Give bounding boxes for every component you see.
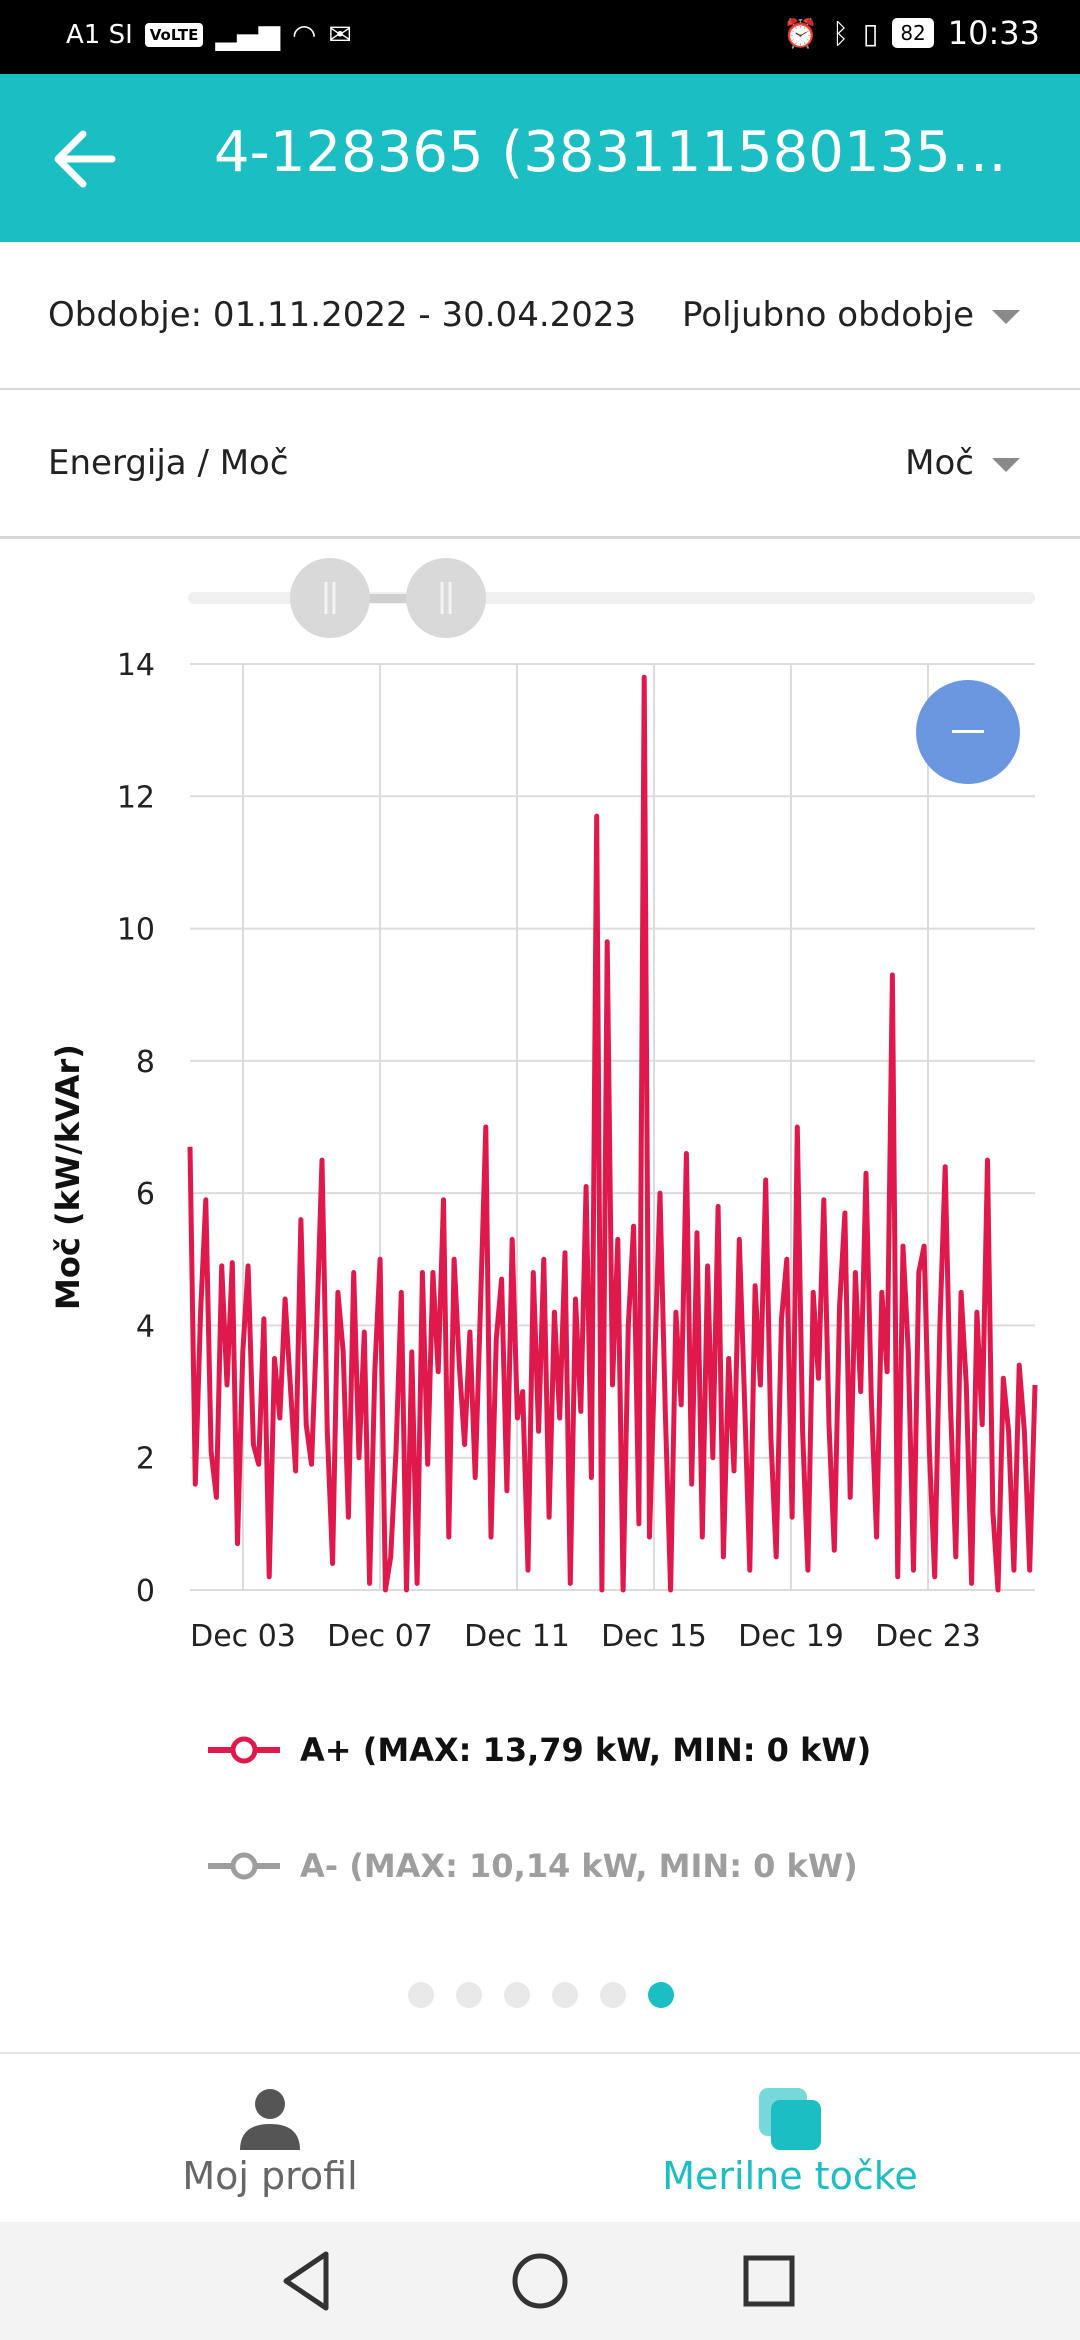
- y-tick-label: 8: [136, 1045, 155, 1080]
- back-triangle-icon[interactable]: [270, 2244, 344, 2318]
- volte-badge: VoLTE: [144, 22, 204, 47]
- alarm-icon: ⏰: [783, 16, 819, 50]
- x-tick-label: Dec 19: [738, 1619, 844, 1654]
- mode-select-value: Moč: [905, 443, 974, 483]
- status-left: A1 SI VoLTE ▂▄▆ ◠ ✉: [66, 18, 352, 51]
- y-tick-label: 2: [136, 1442, 155, 1477]
- period-select-value: Poljubno obdobje: [682, 295, 974, 335]
- clock: 10:33: [947, 14, 1040, 52]
- legend-item-a-minus[interactable]: A- (MAX: 10,14 kW, MIN: 0 kW): [208, 1846, 858, 1886]
- series-line-a-plus: [187, 674, 1038, 1593]
- bottom-nav: Moj profil Merilne točke: [0, 2052, 1080, 2224]
- home-circle-icon[interactable]: [503, 2244, 577, 2318]
- nav-label-profile: Moj profil: [182, 2154, 358, 2198]
- nav-item-meters[interactable]: Merilne točke: [510, 2054, 1070, 2224]
- x-tick-label: Dec 07: [327, 1619, 433, 1654]
- person-icon: [240, 2089, 300, 2150]
- range-slider-handle[interactable]: [406, 558, 486, 638]
- page-dot[interactable]: [552, 1982, 578, 2008]
- x-tick-label: Dec 23: [875, 1619, 981, 1654]
- period-select[interactable]: Poljubno obdobje: [682, 242, 1020, 388]
- status-right: ⏰ ᛒ ▯ 82 10:33: [783, 14, 1040, 52]
- page-dot[interactable]: [408, 1982, 434, 2008]
- mail-icon: ✉: [328, 18, 352, 51]
- chevron-down-icon: [992, 310, 1020, 324]
- legend-marker-icon: [208, 1852, 280, 1880]
- status-bar: A1 SI VoLTE ▂▄▆ ◠ ✉ ⏰ ᛒ ▯ 82 10:33: [0, 0, 1080, 74]
- y-tick-label: 0: [136, 1574, 155, 1609]
- stacked-squares-icon: [759, 2088, 821, 2150]
- page-dot[interactable]: [600, 1982, 626, 2008]
- y-tick-label: 4: [136, 1309, 155, 1344]
- system-nav-bar: [0, 2222, 1080, 2340]
- x-tick-label: Dec 11: [464, 1619, 570, 1654]
- period-label: Obdobje: 01.11.2022 - 30.04.2023: [48, 295, 637, 335]
- vibrate-icon: ▯: [862, 16, 879, 50]
- chevron-down-icon: [992, 458, 1020, 472]
- app-bar: 4-128365 (3831115801357...: [0, 74, 1080, 242]
- page-title: 4-128365 (3831115801357...: [214, 120, 1014, 185]
- nav-item-profile[interactable]: Moj profil: [0, 2054, 540, 2224]
- legend-item-a-plus[interactable]: A+ (MAX: 13,79 kW, MIN: 0 kW): [208, 1730, 871, 1770]
- x-tick-label: Dec 15: [601, 1619, 707, 1654]
- carrier-label: A1 SI: [66, 19, 133, 50]
- y-axis-label: Moč (kW/kVAr): [49, 1044, 87, 1310]
- page-dot[interactable]: [456, 1982, 482, 2008]
- recents-square-icon[interactable]: [732, 2244, 806, 2318]
- y-tick-label: 12: [117, 780, 155, 815]
- legend-marker-icon: [208, 1736, 280, 1764]
- range-slider-selection: [330, 594, 445, 603]
- power-chart[interactable]: 0 2 4 6 8 10 12 14 Dec 03 Dec 07 Dec 11 Dec 15 Dec 1…: [0, 540, 1080, 2050]
- y-tick-label: 14: [117, 648, 155, 683]
- period-row: Obdobje: 01.11.2022 - 30.04.2023 Poljubn…: [0, 242, 1080, 391]
- range-slider-handle[interactable]: [290, 558, 370, 638]
- nav-label-meters: Merilne točke: [662, 2154, 918, 2198]
- y-tick-label: 10: [117, 913, 155, 948]
- y-tick-label: 6: [136, 1177, 155, 1212]
- page-indicator: [408, 1982, 674, 2008]
- legend-label: A- (MAX: 10,14 kW, MIN: 0 kW): [300, 1847, 858, 1885]
- zoom-out-button[interactable]: [916, 680, 1020, 784]
- wifi-icon: ◠: [292, 18, 317, 51]
- mode-select[interactable]: Moč: [905, 390, 1020, 536]
- page-dot[interactable]: [648, 1982, 674, 2008]
- mode-row: Energija / Moč Moč: [0, 390, 1080, 539]
- page-dot[interactable]: [504, 1982, 530, 2008]
- mode-label: Energija / Moč: [48, 443, 289, 483]
- x-tick-label: Dec 03: [190, 1619, 296, 1654]
- battery-icon: 82: [892, 18, 934, 48]
- back-arrow-icon[interactable]: [50, 124, 120, 194]
- bluetooth-icon: ᛒ: [832, 16, 849, 50]
- signal-icon: ▂▄▆: [215, 18, 281, 51]
- legend-label: A+ (MAX: 13,79 kW, MIN: 0 kW): [300, 1731, 872, 1769]
